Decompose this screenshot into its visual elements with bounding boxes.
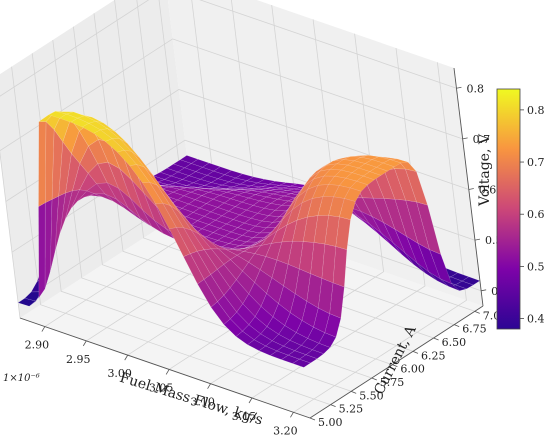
x-tick-label: 2.90 [25,339,50,352]
y-tick-mark [474,310,480,314]
surface-patch [440,278,460,291]
colorbar-tick-label: 0.5 [527,260,545,273]
x-tick-mark [165,369,170,375]
y-tick-mark [351,390,357,394]
y-tick-mark [309,417,316,421]
z-tick-mark [456,86,462,89]
surface-patch [454,280,474,290]
z-tick-mark [468,188,474,190]
y-tick-label: 6.00 [400,363,425,376]
z-tick-label: 0.7 [473,133,491,146]
surface-patch [362,171,382,180]
surface-mesh [17,111,481,368]
y-tick-label: 6.50 [442,336,467,349]
z-tick-label: 0.8 [467,82,485,95]
surface-patch [312,343,331,355]
surface-patch [38,121,47,207]
x-tick-label: 3.10 [190,396,215,409]
colorbar-tick-label: 0.7 [527,156,545,169]
z-axis-label: Voltage, V [477,133,493,207]
colorbar-tick-label: 0.4 [527,313,545,326]
x-tick-label: 2.95 [66,353,91,366]
x-tick-label: 3.05 [149,381,174,394]
colorbar-tick-label: 0.8 [527,104,545,117]
x-axis-multiplier: 1×10⁻⁶ [3,373,40,384]
z-ticks: 0.40.50.60.70.8 [456,82,509,298]
surface-patch [389,158,409,164]
surface-patch [38,202,46,299]
y-tick-label: 6.25 [421,349,446,362]
y-tick-mark [412,350,419,354]
x-tick-mark [124,354,129,361]
grid-line-x [293,62,467,413]
y-tick-label: 5.50 [359,389,384,402]
surface-patch [292,359,311,368]
z-tick-label: 0.6 [479,184,497,197]
x-tick-mark [41,326,46,332]
colorbar: 0.4 0.5 0.6 0.7 0.8 [496,88,545,330]
x-tick-label: 3.20 [273,424,298,437]
x-tick-mark [248,397,253,404]
colorbar-gradient [496,88,521,330]
x-tick-mark [207,383,211,389]
z-tick-mark [481,289,487,292]
colorbar-tick-label: 0.6 [527,208,545,221]
x-tick-label: 3.15 [232,410,257,423]
z-tick-mark [474,238,481,241]
x-tick-label: 3.00 [107,367,132,380]
z-tick-mark [462,137,468,140]
y-ticks: 5.005.255.505.756.006.256.506.757.00 [309,309,507,429]
x-axis-line [19,317,311,419]
y-tick-mark [392,364,398,368]
y-tick-label: 5.25 [339,403,364,416]
x-tick-mark [82,340,87,347]
x-tick-mark [290,412,294,418]
x-ticks: 2.90 2.95 3.00 3.05 3.10 3.15 3.20 [25,326,298,437]
surface-patch [344,187,362,202]
y-tick-label: 5.00 [318,416,343,429]
z-axis-line [453,67,484,307]
y-tick-mark [454,324,460,328]
y-tick-mark [371,377,377,381]
y-tick-label: 6.75 [462,323,487,336]
surface-patch [405,168,428,206]
y-tick-mark [330,404,336,408]
grid-line-y [11,66,331,406]
surface-patch [305,349,325,359]
y-tick-mark [433,337,439,341]
y-tick-label: 5.75 [380,376,405,389]
grid-line-z [0,0,457,97]
